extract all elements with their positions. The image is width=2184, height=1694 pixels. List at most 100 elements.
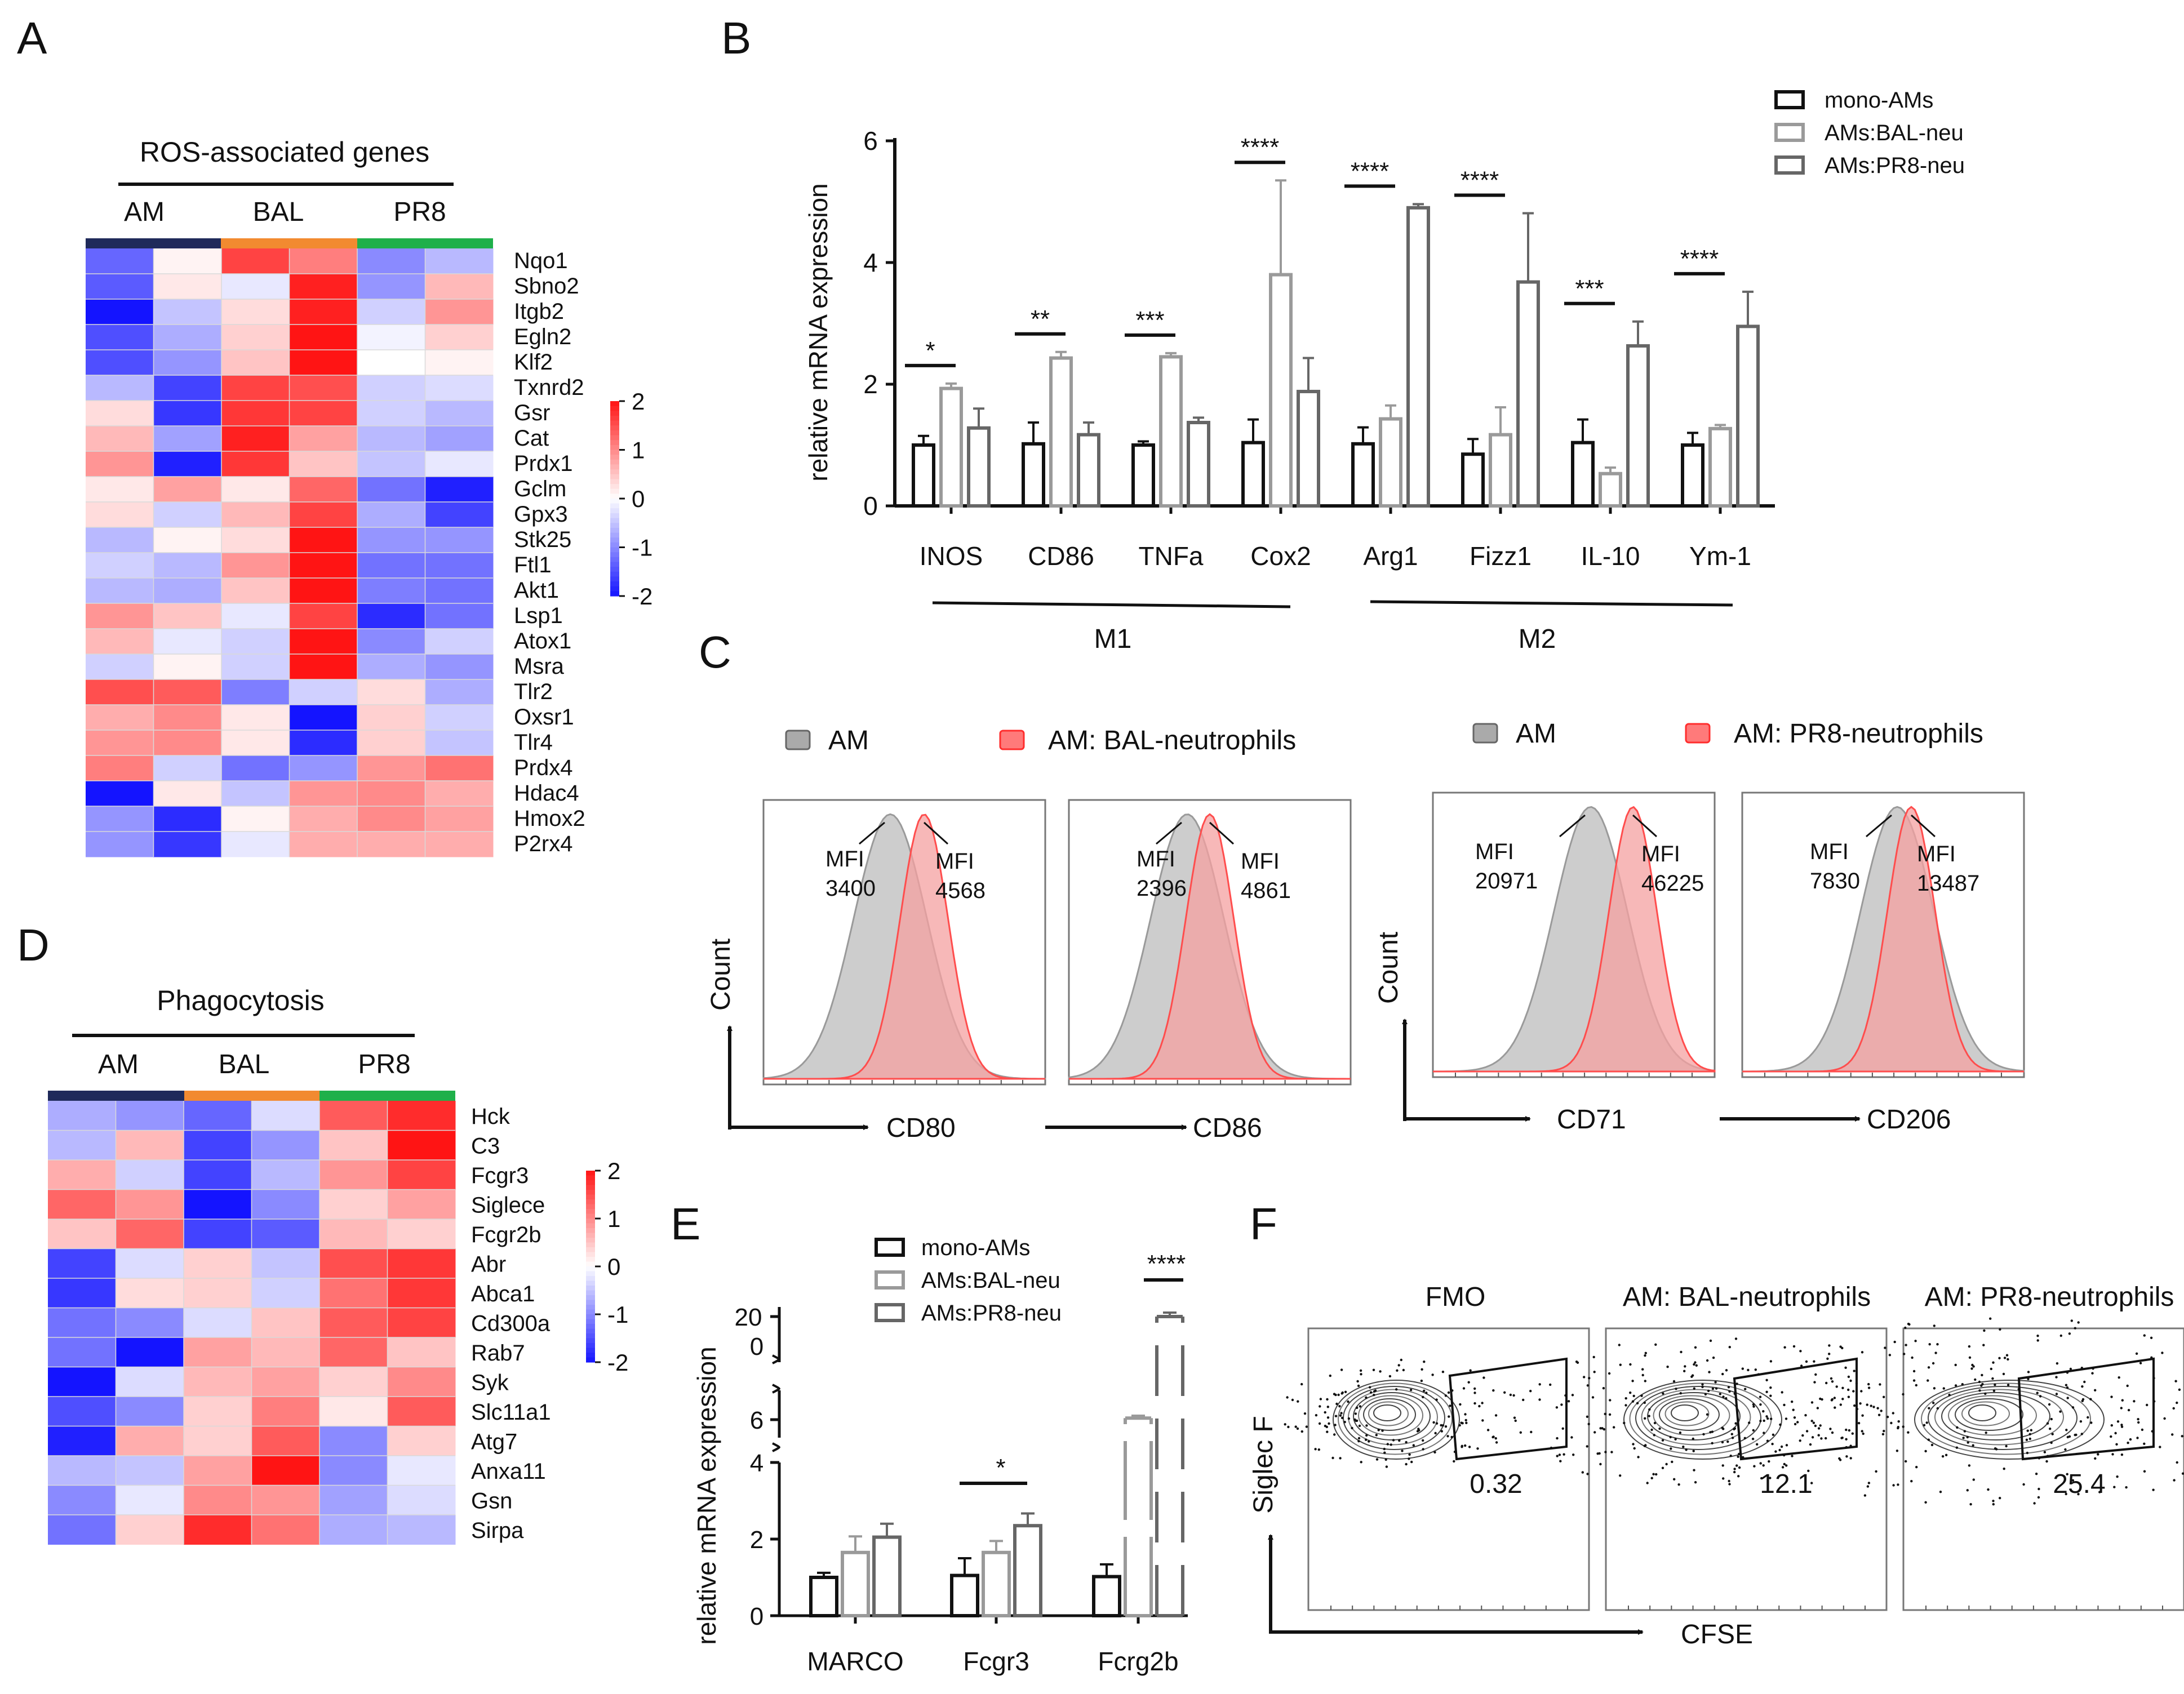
flow-f-event bbox=[1701, 1385, 1704, 1389]
color-scale-tick-label: 1 bbox=[607, 1206, 620, 1232]
flow-f-event bbox=[2055, 1393, 2058, 1395]
heatmap-a-group-label: BAL bbox=[253, 197, 304, 227]
flow-f-gate-value: 25.4 bbox=[2053, 1469, 2105, 1499]
flow-f-event bbox=[1978, 1380, 1981, 1384]
heatmap-cell bbox=[251, 1337, 320, 1367]
heatmap-cell bbox=[289, 832, 358, 857]
flow-f-event bbox=[2071, 1406, 2075, 1409]
flow-f-event bbox=[1591, 1396, 1595, 1399]
hist-c-mfi-gray-value: 20971 bbox=[1475, 869, 1538, 893]
flow-f-event bbox=[1422, 1439, 1424, 1442]
heatmap-d-group-bar-bal bbox=[184, 1091, 319, 1101]
heatmap-a-group-bar-am bbox=[86, 238, 221, 248]
flow-f-event bbox=[1692, 1450, 1695, 1452]
bar-b-bar bbox=[1049, 356, 1073, 508]
flow-f-event bbox=[1481, 1419, 1484, 1422]
gene-label: Msra bbox=[514, 654, 565, 679]
flow-f-frame bbox=[1902, 1327, 2184, 1611]
heatmap-cell bbox=[251, 1248, 320, 1279]
flow-f-event bbox=[1694, 1346, 1697, 1349]
flow-f-event bbox=[1849, 1457, 1852, 1460]
heatmap-cell bbox=[116, 1426, 184, 1456]
flow-f-event bbox=[1905, 1460, 1907, 1463]
flow-f-event bbox=[1294, 1425, 1297, 1428]
flow-f-event bbox=[1560, 1403, 1563, 1406]
color-scale-segment bbox=[586, 1348, 595, 1353]
heatmap-cell bbox=[319, 1367, 388, 1397]
hist-c-mfi-word: MFI bbox=[1137, 847, 1175, 872]
panel-letter-e: E bbox=[671, 1199, 700, 1249]
bar-b-bar bbox=[939, 386, 963, 508]
flow-f-event bbox=[1905, 1344, 1907, 1346]
heatmap-cell bbox=[86, 248, 154, 274]
heatmap-cell bbox=[153, 527, 222, 553]
flow-f-event bbox=[1599, 1462, 1602, 1466]
flow-f-event bbox=[1992, 1500, 1995, 1502]
flow-f-event bbox=[1817, 1434, 1820, 1437]
color-scale-segment bbox=[610, 527, 619, 533]
flow-f-event bbox=[1458, 1424, 1461, 1427]
color-scale-segment bbox=[610, 499, 619, 504]
flow-f-event bbox=[2048, 1403, 2051, 1406]
flow-f-event bbox=[1759, 1395, 1762, 1398]
flow-f-event bbox=[2116, 1420, 2120, 1423]
flow-f-event bbox=[2045, 1460, 2048, 1463]
flow-f-event bbox=[2161, 1351, 2164, 1354]
flow-f-event bbox=[1374, 1389, 1377, 1392]
flow-f-event bbox=[1968, 1356, 1972, 1359]
heatmap-cell bbox=[319, 1248, 388, 1279]
heatmap-cell bbox=[357, 654, 425, 680]
flow-f-event bbox=[1417, 1428, 1420, 1430]
panel-c: C AM AM: BAL-neutrophils AM AM: PR8-neut… bbox=[699, 627, 2025, 1143]
flow-f-event bbox=[1365, 1438, 1368, 1441]
bar-b-bar bbox=[1461, 452, 1485, 508]
flow-f-event bbox=[2081, 1399, 2084, 1402]
heatmap-cell bbox=[184, 1337, 252, 1367]
heatmap-d-title: Phagocytosis bbox=[157, 985, 324, 1016]
color-scale-segment bbox=[586, 1228, 595, 1234]
flow-f-event bbox=[2114, 1431, 2117, 1435]
flow-f-event bbox=[1326, 1398, 1329, 1401]
flow-f-event bbox=[1753, 1465, 1756, 1468]
heatmap-cell bbox=[425, 806, 494, 832]
heatmap-cell bbox=[153, 274, 222, 300]
heatmap-cell bbox=[357, 603, 425, 629]
flow-f-event bbox=[1586, 1384, 1590, 1387]
flow-f-event bbox=[1586, 1473, 1589, 1475]
flow-f-event bbox=[1672, 1380, 1676, 1383]
flow-f-event bbox=[1632, 1443, 1635, 1446]
color-scale-segment bbox=[610, 430, 619, 436]
heatmap-cell bbox=[425, 324, 494, 350]
flow-f-event bbox=[1984, 1392, 1987, 1395]
heatmap-cell bbox=[153, 248, 222, 274]
flow-f-event bbox=[1863, 1494, 1867, 1497]
flow-f-event bbox=[1780, 1445, 1783, 1448]
flow-f-contour bbox=[1934, 1389, 2064, 1446]
color-scale-segment bbox=[586, 1199, 595, 1205]
flow-f-event bbox=[1769, 1394, 1772, 1397]
flow-f-event bbox=[1359, 1369, 1362, 1372]
flow-f-event bbox=[2125, 1486, 2128, 1489]
flow-f-event bbox=[1671, 1460, 1673, 1464]
flow-f-event bbox=[1725, 1369, 1728, 1372]
heatmap-cell bbox=[153, 426, 222, 452]
bar-b-bar bbox=[1269, 273, 1293, 508]
gene-label: Sirpa bbox=[471, 1518, 524, 1543]
flow-f-event bbox=[1598, 1452, 1601, 1455]
heatmap-cell bbox=[357, 730, 425, 756]
bar-b-sig-label: *** bbox=[1135, 306, 1164, 334]
color-scale-tick-label: -1 bbox=[632, 535, 652, 561]
bar-e-ytick-label: 0 bbox=[750, 1333, 763, 1360]
flow-f-event bbox=[1968, 1345, 1971, 1348]
flow-f-event bbox=[1372, 1368, 1375, 1371]
flow-f-event bbox=[1549, 1383, 1552, 1386]
hist-c-mfi-word: MFI bbox=[1475, 839, 1514, 864]
heatmap-cell bbox=[86, 426, 154, 452]
flow-f-event bbox=[2056, 1362, 2059, 1365]
heatmap-cell bbox=[86, 781, 154, 807]
heatmap-cell bbox=[86, 679, 154, 705]
flow-f-event bbox=[1722, 1395, 1725, 1398]
hist-c-red-histogram bbox=[1742, 806, 2024, 1073]
color-scale-segment bbox=[610, 586, 619, 592]
bar-e-ytick-label: 20 bbox=[735, 1304, 762, 1331]
